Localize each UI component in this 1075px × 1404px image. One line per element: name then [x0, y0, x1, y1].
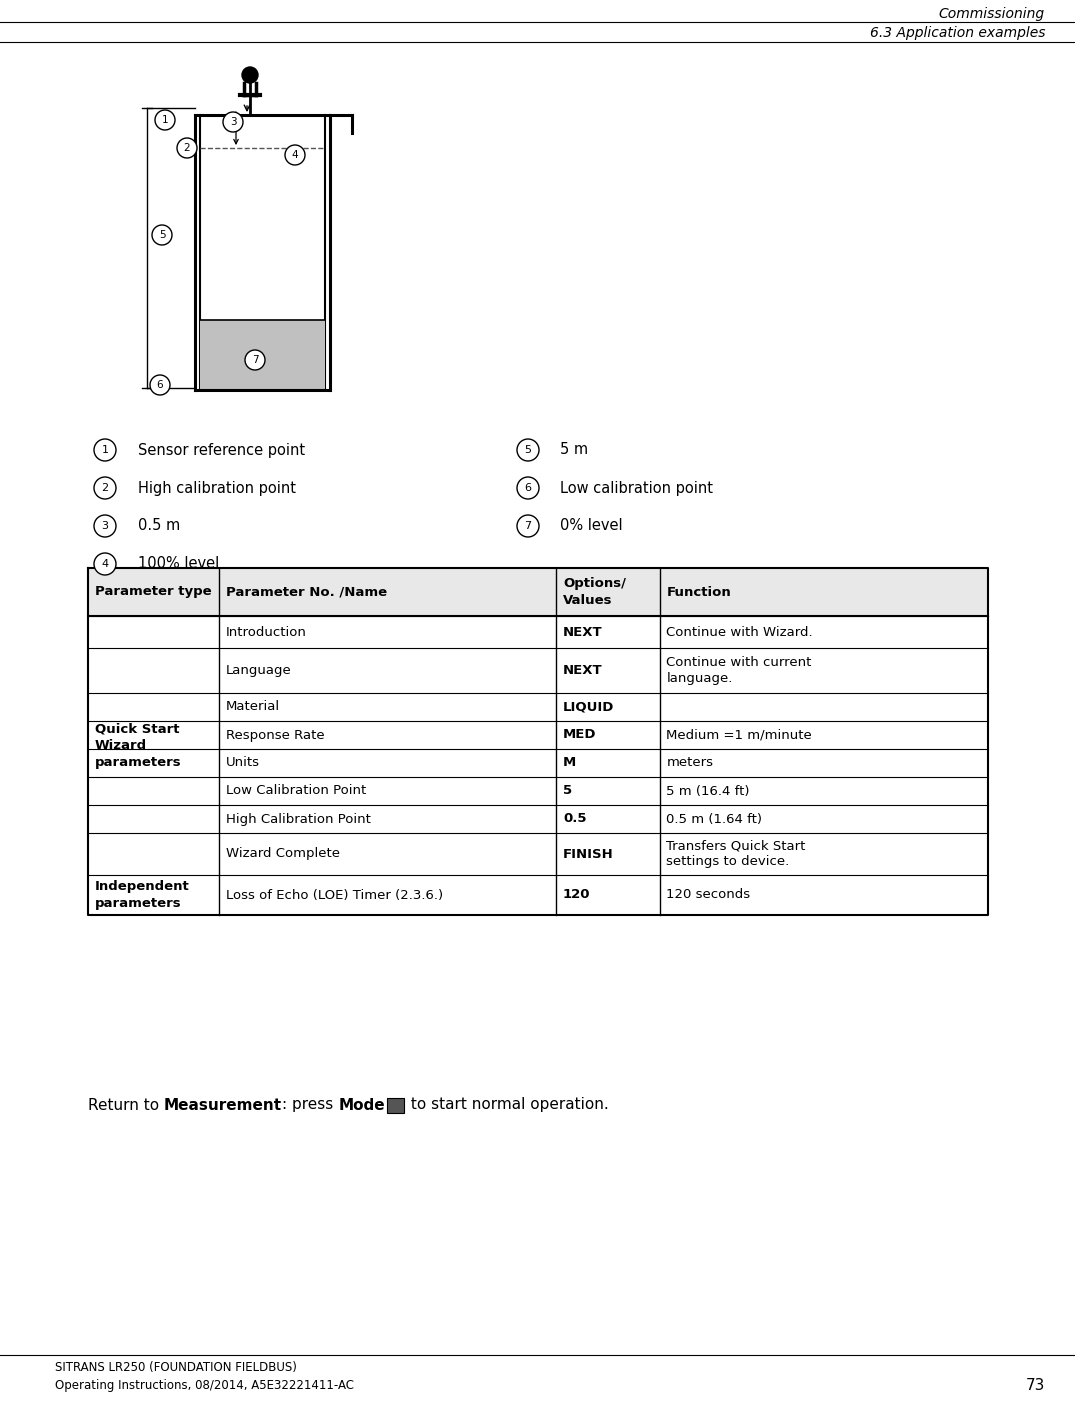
- Circle shape: [155, 110, 175, 131]
- Text: 5: 5: [525, 445, 531, 455]
- Text: 6.3 Application examples: 6.3 Application examples: [870, 27, 1045, 39]
- Text: 2: 2: [184, 143, 190, 153]
- Circle shape: [245, 350, 266, 371]
- Text: 120 seconds: 120 seconds: [666, 889, 750, 901]
- Text: 4: 4: [291, 150, 299, 160]
- Text: 0.5 m (1.64 ft): 0.5 m (1.64 ft): [666, 813, 762, 826]
- Text: 100% level: 100% level: [138, 556, 219, 571]
- Bar: [200, 320, 325, 390]
- Text: Measurement: Measurement: [164, 1098, 282, 1112]
- Text: Low calibration point: Low calibration point: [560, 480, 713, 496]
- Text: Wizard Complete: Wizard Complete: [226, 848, 340, 861]
- Bar: [387, 1098, 404, 1112]
- Text: 0.5: 0.5: [563, 813, 587, 826]
- Text: High Calibration Point: High Calibration Point: [226, 813, 371, 826]
- Circle shape: [94, 515, 116, 536]
- Circle shape: [517, 477, 539, 498]
- Text: 6: 6: [525, 483, 531, 493]
- Text: Parameter No. /Name: Parameter No. /Name: [226, 585, 387, 598]
- Bar: [88, 569, 988, 616]
- Text: Mode: Mode: [339, 1098, 385, 1112]
- Text: 7: 7: [252, 355, 258, 365]
- Circle shape: [94, 439, 116, 461]
- Circle shape: [152, 225, 172, 246]
- Text: Units: Units: [226, 757, 259, 769]
- Circle shape: [94, 553, 116, 576]
- Text: meters: meters: [666, 757, 714, 769]
- Text: Function: Function: [666, 585, 731, 598]
- Text: SITRANS LR250 (FOUNDATION FIELDBUS): SITRANS LR250 (FOUNDATION FIELDBUS): [55, 1362, 297, 1375]
- Text: 1: 1: [101, 445, 109, 455]
- Text: FINISH: FINISH: [563, 848, 614, 861]
- Text: 2: 2: [101, 483, 109, 493]
- Text: 5 m (16.4 ft): 5 m (16.4 ft): [666, 785, 750, 797]
- Text: Sensor reference point: Sensor reference point: [138, 442, 305, 458]
- Text: NEXT: NEXT: [563, 664, 603, 677]
- Circle shape: [177, 138, 197, 159]
- Text: Material: Material: [226, 701, 280, 713]
- Text: Transfers Quick Start
settings to device.: Transfers Quick Start settings to device…: [666, 840, 806, 869]
- Text: 5: 5: [159, 230, 166, 240]
- Text: 4: 4: [101, 559, 109, 569]
- Text: High calibration point: High calibration point: [138, 480, 296, 496]
- Text: Parameter type: Parameter type: [95, 585, 212, 598]
- Circle shape: [94, 477, 116, 498]
- Text: NEXT: NEXT: [563, 626, 603, 639]
- Circle shape: [517, 515, 539, 536]
- Text: Continue with current
language.: Continue with current language.: [666, 656, 812, 685]
- Text: 1: 1: [161, 115, 169, 125]
- Text: 5 m: 5 m: [560, 442, 588, 458]
- Text: Low Calibration Point: Low Calibration Point: [226, 785, 366, 797]
- Text: Options/
Values: Options/ Values: [563, 577, 626, 607]
- Circle shape: [151, 375, 170, 395]
- Text: Medium =1 m/minute: Medium =1 m/minute: [666, 729, 813, 741]
- Text: 73: 73: [1026, 1377, 1045, 1393]
- Text: 0.5 m: 0.5 m: [138, 518, 181, 534]
- Text: Quick Start
Wizard
parameters: Quick Start Wizard parameters: [95, 722, 182, 769]
- Text: 6: 6: [157, 380, 163, 390]
- Circle shape: [242, 67, 258, 83]
- Text: Response Rate: Response Rate: [226, 729, 325, 741]
- Text: : press: : press: [282, 1098, 339, 1112]
- Text: 120: 120: [563, 889, 590, 901]
- Text: 3: 3: [101, 521, 109, 531]
- Text: 7: 7: [525, 521, 531, 531]
- Text: Return to: Return to: [88, 1098, 164, 1112]
- Text: Commissioning: Commissioning: [938, 7, 1045, 21]
- Text: LIQUID: LIQUID: [563, 701, 615, 713]
- Text: 0% level: 0% level: [560, 518, 622, 534]
- Text: M: M: [563, 757, 576, 769]
- Text: 5: 5: [563, 785, 572, 797]
- Circle shape: [517, 439, 539, 461]
- Text: Loss of Echo (LOE) Timer (2.3.6.): Loss of Echo (LOE) Timer (2.3.6.): [226, 889, 443, 901]
- Text: MED: MED: [563, 729, 597, 741]
- Circle shape: [285, 145, 305, 166]
- Text: Operating Instructions, 08/2014, A5E32221411-AC: Operating Instructions, 08/2014, A5E3222…: [55, 1379, 354, 1391]
- Circle shape: [223, 112, 243, 132]
- Text: Language: Language: [226, 664, 291, 677]
- Text: Introduction: Introduction: [226, 626, 306, 639]
- Text: Continue with Wizard.: Continue with Wizard.: [666, 626, 813, 639]
- Text: to start normal operation.: to start normal operation.: [406, 1098, 608, 1112]
- Text: 3: 3: [230, 117, 236, 126]
- Text: Independent
parameters: Independent parameters: [95, 880, 190, 910]
